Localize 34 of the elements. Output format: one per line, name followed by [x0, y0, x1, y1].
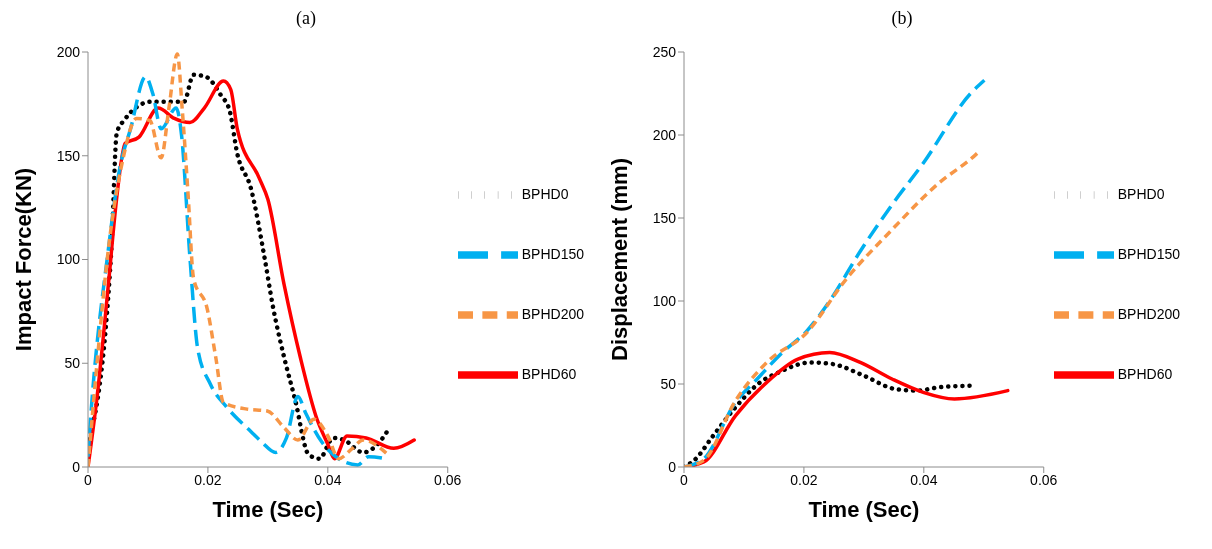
y-axis-title: Displacement (mm)	[606, 158, 632, 361]
y-tick-label: 150	[56, 147, 81, 164]
x-axis-title: Time (Sec)	[808, 497, 920, 522]
y-axis-title: Impact Force(KN)	[10, 167, 36, 352]
x-tick-label: 0.02	[790, 471, 818, 488]
x-tick-label: 0.04	[314, 471, 342, 488]
chart-title: (b)	[890, 8, 914, 30]
y-tick-label: 250	[652, 43, 677, 60]
x-tick-label: 0.02	[194, 471, 222, 488]
y-tick-label: 200	[652, 126, 677, 143]
y-tick-label: 50	[64, 355, 81, 372]
y-tick-label: 150	[652, 209, 677, 226]
legend-label: BPHD150	[521, 245, 584, 262]
legend-label: BPHD0	[1117, 185, 1165, 202]
x-tick-label: 0.06	[434, 471, 462, 488]
legend-label: BPHD150	[1117, 245, 1180, 262]
x-tick-label: 0.06	[1030, 471, 1058, 488]
legend-label: BPHD60	[521, 365, 577, 382]
y-tick-label: 100	[652, 292, 677, 309]
chart-title: (a)	[295, 8, 317, 30]
legend-label: BPHD200	[521, 305, 584, 322]
line-series	[684, 78, 987, 467]
y-tick-label: 0	[72, 458, 81, 475]
x-tick-label: 0.04	[910, 471, 938, 488]
x-axis-title: Time (Sec)	[212, 497, 324, 522]
x-tick-label: 0	[84, 471, 93, 488]
y-tick-label: 50	[660, 375, 677, 392]
y-tick-label: 200	[56, 43, 81, 60]
legend-label: BPHD60	[1117, 365, 1173, 382]
x-tick-label: 0	[680, 471, 689, 488]
legend-label: BPHD200	[1117, 305, 1180, 322]
y-tick-label: 100	[56, 251, 81, 268]
y-tick-label: 0	[668, 458, 677, 475]
legend-label: BPHD0	[521, 185, 569, 202]
